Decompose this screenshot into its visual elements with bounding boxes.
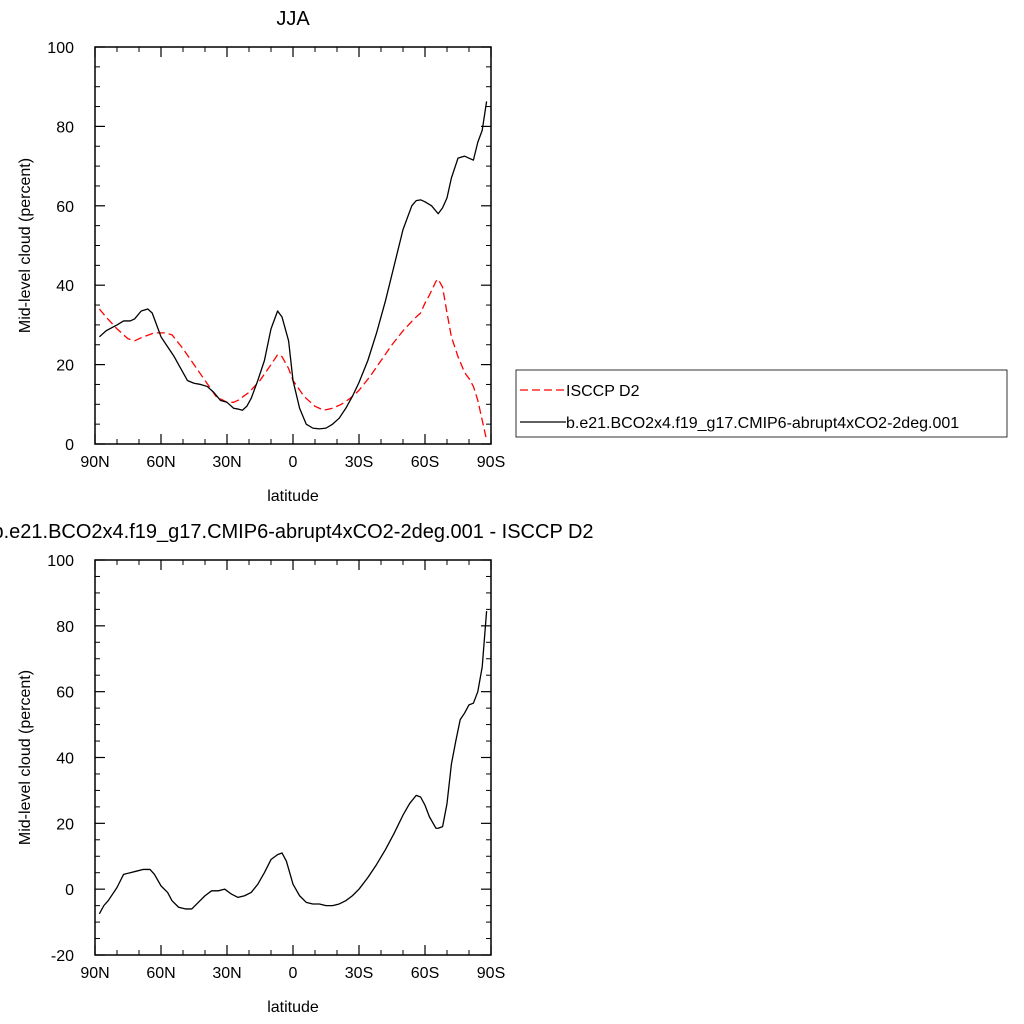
x-tick-label: 30N — [212, 965, 241, 982]
y-tick-label: 0 — [65, 882, 74, 899]
x-tick-label: 90S — [477, 965, 505, 982]
y-tick-label: 80 — [56, 119, 74, 136]
series-line-model — [98, 101, 488, 430]
x-tick-label: 60N — [146, 965, 175, 982]
x-axis-label: latitude — [267, 999, 319, 1016]
y-axis-label: Mid-level cloud (percent) — [17, 158, 34, 333]
x-tick-label: 90N — [80, 965, 109, 982]
y-tick-label: 60 — [56, 199, 74, 216]
y-tick-label: 20 — [56, 816, 74, 833]
legend-entry-label: b.e21.BCO2x4.f19_g17.CMIP6-abrupt4xCO2-2… — [566, 415, 959, 432]
x-tick-label: 90N — [80, 454, 109, 471]
x-tick-label: 90S — [477, 454, 505, 471]
x-tick-label: 0 — [289, 965, 298, 982]
y-tick-label: 0 — [65, 437, 74, 454]
top-panel-chart: JJA 90N 60N 30N 0 30S 60S 90S 0 20 40 60 80 100 latitu… — [17, 8, 1008, 505]
y-tick-label: 100 — [47, 40, 74, 57]
x-tick-label: 30N — [212, 454, 241, 471]
x-tick-label: 60N — [146, 454, 175, 471]
chart-title: b.e21.BCO2x4.f19_g17.CMIP6-abrupt4xCO2-2… — [0, 521, 594, 543]
y-tick-label: 40 — [56, 278, 74, 295]
chart-title: JJA — [276, 8, 310, 30]
x-axis-label: latitude — [267, 488, 319, 505]
x-tick-label: 30S — [345, 965, 373, 982]
x-tick-label: 60S — [411, 454, 439, 471]
x-tick-label: 30S — [345, 454, 373, 471]
bottom-panel-chart: b.e21.BCO2x4.f19_g17.CMIP6-abrupt4xCO2-2… — [0, 521, 594, 1016]
y-tick-label: 60 — [56, 685, 74, 702]
y-axis-label: Mid-level cloud (percent) — [17, 670, 34, 845]
series-line-isccp-d2 — [98, 278, 488, 441]
legend-entry-label: ISCCP D2 — [566, 383, 640, 400]
y-tick-label: 100 — [47, 553, 74, 570]
x-tick-label: 60S — [411, 965, 439, 982]
y-tick-label: 40 — [56, 751, 74, 768]
x-tick-label: 0 — [289, 454, 298, 471]
series-line-model — [98, 610, 488, 915]
y-tick-label: 80 — [56, 619, 74, 636]
y-tick-label: 20 — [56, 358, 74, 375]
y-tick-label: -20 — [51, 948, 74, 965]
legend-box — [515, 369, 1008, 438]
legend: ISCCP D2 b.e21.BCO2x4.f19_g17.CMIP6-abrup… — [515, 369, 1008, 438]
